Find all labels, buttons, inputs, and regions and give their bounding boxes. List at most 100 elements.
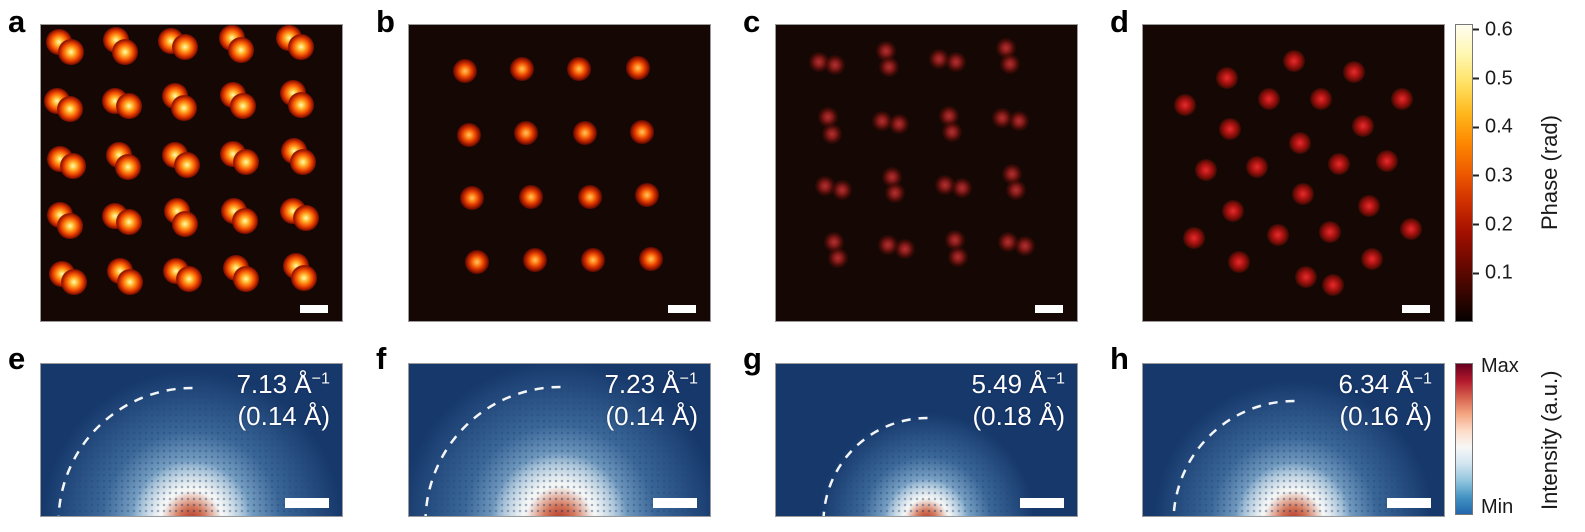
atom-dot xyxy=(452,58,477,83)
atom-dot xyxy=(945,52,966,73)
resolution-exponent: −1 xyxy=(679,369,698,388)
resolution-realspace: (0.14 Å) xyxy=(605,400,699,431)
resolution-realspace: (0.14 Å) xyxy=(237,400,331,431)
atom-dot xyxy=(1309,88,1332,110)
atom-dot xyxy=(1258,88,1281,110)
atom-dot xyxy=(233,148,260,175)
atom-dot xyxy=(808,51,829,72)
atom-dot xyxy=(1375,150,1398,173)
atom-dot xyxy=(287,92,314,119)
phase-colorbar-ticks: 0.6 0.5 0.4 0.3 0.2 0.1 xyxy=(1473,18,1563,322)
atom-dot xyxy=(1015,235,1036,256)
tick-mark xyxy=(1473,174,1479,177)
atom-dot xyxy=(1357,194,1380,217)
atom-dot xyxy=(116,93,143,119)
atom-dot xyxy=(509,57,534,82)
atom-dot xyxy=(879,57,900,78)
atom-dot xyxy=(875,40,896,61)
atom-dot xyxy=(227,37,254,64)
atom-dot xyxy=(1399,218,1422,241)
tick-label: 0.6 xyxy=(1485,18,1513,41)
atom-dot xyxy=(175,265,202,292)
atom-dot xyxy=(1390,88,1413,110)
panel-d-phase-image xyxy=(1142,24,1445,322)
atom-dot xyxy=(951,178,972,199)
panel-f-diffraction: 7.23 Å−1 (0.14 Å) xyxy=(408,363,711,517)
tick-mark xyxy=(1473,223,1479,226)
atom-dot xyxy=(1321,274,1344,297)
atom-dot xyxy=(1174,93,1197,116)
atom-dot xyxy=(112,38,139,65)
atom-dot xyxy=(464,249,489,274)
panel-label-g: g xyxy=(743,341,762,376)
atom-dot xyxy=(1228,250,1251,273)
atom-dot xyxy=(1002,163,1023,184)
resolution-annotation: 7.13 Å−1 (0.14 Å) xyxy=(236,369,330,432)
panel-label-h: h xyxy=(1110,341,1129,376)
scale-bar xyxy=(1035,305,1063,313)
resolution-arc xyxy=(424,385,561,516)
atom-dot xyxy=(115,154,142,181)
resolution-arc xyxy=(1172,399,1295,516)
resolution-value: 5.49 Å xyxy=(971,369,1047,399)
phase-tick: 0.1 xyxy=(1473,262,1513,285)
atom-dots-layer xyxy=(409,25,710,321)
tick-mark xyxy=(1473,28,1479,31)
atom-dot xyxy=(518,184,543,209)
atom-dot xyxy=(1219,117,1242,140)
atom-dot xyxy=(1351,114,1374,137)
panel-label-a: a xyxy=(8,4,26,39)
intensity-colorbar-label: Intensity (a.u.) xyxy=(1537,370,1562,510)
atom-dot xyxy=(998,232,1019,253)
atom-dot xyxy=(577,184,602,209)
atom-dot xyxy=(573,121,598,146)
atom-dot xyxy=(639,246,664,271)
atom-dot xyxy=(291,265,318,292)
atom-dot xyxy=(827,248,848,269)
resolution-annotation: 5.49 Å−1 (0.18 Å) xyxy=(971,369,1065,432)
atom-dot xyxy=(885,183,906,204)
atom-dot xyxy=(1291,182,1314,205)
atom-dot xyxy=(894,238,915,259)
panel-a-phase-image xyxy=(40,24,343,322)
atom-dot xyxy=(232,207,259,234)
atom-dot xyxy=(944,230,965,251)
resolution-value: 6.34 Å xyxy=(1338,369,1414,399)
atom-dot xyxy=(171,94,198,121)
atom-dot xyxy=(825,55,846,76)
diffraction-speckle xyxy=(776,364,1077,516)
atom-dot xyxy=(57,95,84,122)
atom-dot xyxy=(1183,227,1206,250)
resolution-value: 7.23 Å xyxy=(604,369,680,399)
tick-label: 0.1 xyxy=(1485,261,1513,284)
scale-bar xyxy=(668,305,696,313)
atom-dot xyxy=(948,246,969,267)
atom-dot xyxy=(116,209,143,236)
atom-dot xyxy=(821,123,842,144)
atom-dot xyxy=(580,248,605,273)
resolution-realspace: (0.16 Å) xyxy=(1339,400,1433,431)
atom-dots-layer xyxy=(1143,25,1444,321)
intensity-min-label: Min xyxy=(1481,496,1514,518)
phase-colorbar xyxy=(1455,24,1473,322)
atom-dot xyxy=(1294,265,1317,288)
atom-dot xyxy=(878,235,899,256)
atom-dot xyxy=(57,39,84,66)
diffraction-speckle xyxy=(1143,364,1444,516)
atom-dot xyxy=(634,183,659,208)
atom-dot xyxy=(1216,67,1239,90)
scale-bar xyxy=(1020,498,1064,508)
atom-dot xyxy=(1195,159,1218,182)
atom-dot xyxy=(457,122,482,147)
atom-dot xyxy=(630,119,655,144)
atom-dot xyxy=(117,269,144,296)
diffraction-speckle xyxy=(41,364,342,516)
atom-dot xyxy=(290,149,317,176)
atom-dot xyxy=(173,151,200,178)
panel-b-phase-image xyxy=(408,24,711,322)
diffraction-speckle xyxy=(409,364,710,516)
atom-dot xyxy=(1360,247,1383,270)
atom-dot xyxy=(1005,180,1026,201)
atom-dot xyxy=(818,107,839,128)
